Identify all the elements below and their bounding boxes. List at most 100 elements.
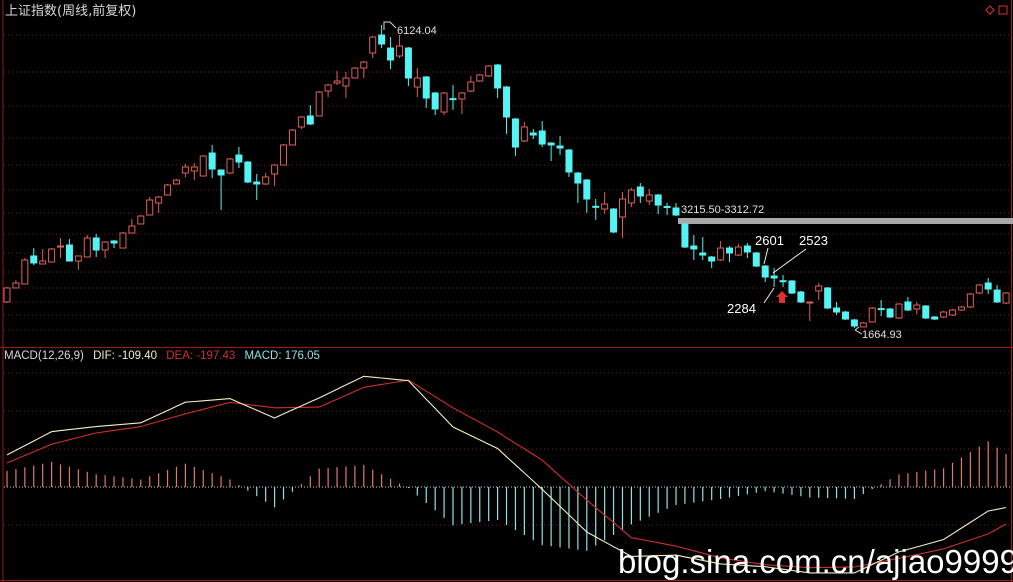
candle-body	[3, 287, 11, 303]
candle	[645, 188, 653, 206]
dea-label: DEA: -197.43	[166, 350, 235, 362]
red-up-arrow-icon	[776, 291, 788, 303]
candle	[413, 68, 421, 98]
candle	[48, 248, 56, 263]
candle	[672, 202, 680, 217]
candle	[378, 25, 386, 49]
candle-body	[155, 196, 163, 204]
candle	[824, 286, 832, 309]
candle	[752, 251, 760, 268]
candle-body	[449, 98, 457, 101]
macd-panel	[6, 375, 1007, 574]
candle	[913, 301, 921, 314]
candle-body	[859, 322, 867, 328]
candle-body	[636, 186, 644, 197]
candle	[280, 144, 288, 166]
candle-body	[895, 303, 903, 319]
candle	[342, 72, 350, 99]
candles	[3, 25, 1010, 328]
candle-body	[413, 77, 421, 88]
candle-body	[726, 247, 734, 254]
candle-body	[351, 67, 359, 79]
candle-body	[529, 132, 537, 136]
candle-body	[743, 245, 751, 253]
candle-body	[235, 154, 243, 163]
candle	[137, 215, 145, 225]
candle	[181, 163, 189, 177]
candle	[627, 187, 635, 207]
candle-body	[467, 81, 475, 92]
mark-2523: 2523	[799, 233, 828, 248]
dif-line	[6, 375, 1007, 574]
mark-2284-line	[763, 287, 775, 304]
candle-body	[83, 237, 91, 258]
candle	[770, 268, 778, 287]
candle-body	[984, 282, 992, 290]
candle-body	[48, 248, 56, 263]
candle-body	[74, 255, 82, 262]
candle	[485, 65, 493, 77]
candle-body	[601, 203, 609, 210]
square-icon[interactable]	[998, 5, 1008, 15]
corner-icons[interactable]	[985, 5, 1008, 15]
candle-body	[280, 144, 288, 166]
candle	[288, 129, 296, 146]
mark-2601-line	[763, 247, 769, 265]
candle	[565, 148, 573, 177]
candle-body	[360, 61, 368, 69]
candle-body	[922, 305, 930, 319]
candle	[74, 255, 82, 270]
diamond-icon[interactable]	[985, 5, 995, 15]
candle-body	[663, 206, 671, 209]
candle-body	[110, 240, 118, 244]
candle	[547, 142, 555, 162]
candle-body	[949, 309, 957, 316]
mark-2284: 2284	[727, 301, 756, 316]
candle-body	[306, 115, 314, 125]
candle-body	[654, 194, 662, 206]
candle-body	[833, 307, 841, 313]
candle-body	[262, 176, 270, 185]
candle	[868, 307, 876, 323]
candle	[806, 301, 814, 321]
candle-body	[957, 306, 965, 311]
candle-body	[395, 45, 403, 57]
candle-body	[378, 34, 386, 45]
price-band	[678, 217, 1013, 224]
candle	[155, 195, 163, 213]
candle-body	[324, 84, 332, 92]
candle-body	[39, 260, 47, 265]
candle	[708, 255, 716, 269]
candle-body	[57, 245, 65, 248]
candle	[940, 311, 948, 319]
candle	[172, 179, 180, 185]
candle	[966, 293, 974, 309]
candle-body	[244, 161, 252, 183]
candle	[494, 63, 502, 99]
candle-body	[556, 145, 564, 149]
candle	[859, 322, 867, 328]
candle-body	[690, 245, 698, 250]
candle	[253, 173, 261, 201]
candle-body	[610, 208, 618, 233]
candle	[511, 118, 519, 156]
candle-body	[547, 142, 555, 146]
candle-body	[520, 126, 528, 142]
candle	[467, 76, 475, 92]
candle	[717, 241, 725, 262]
candle	[208, 144, 216, 178]
candle	[957, 305, 965, 312]
candle	[538, 120, 546, 148]
candle	[449, 84, 457, 110]
candle-body	[761, 265, 769, 278]
candle	[1002, 291, 1010, 305]
candle	[92, 233, 100, 257]
candle	[226, 158, 234, 174]
candle-body	[752, 252, 760, 267]
candle-body	[824, 287, 832, 309]
candle-body	[627, 189, 635, 204]
candle-body	[511, 118, 519, 148]
candle-body	[164, 184, 172, 196]
candle-body	[342, 77, 350, 87]
macd-name: MACD(12,26,9)	[4, 350, 84, 362]
